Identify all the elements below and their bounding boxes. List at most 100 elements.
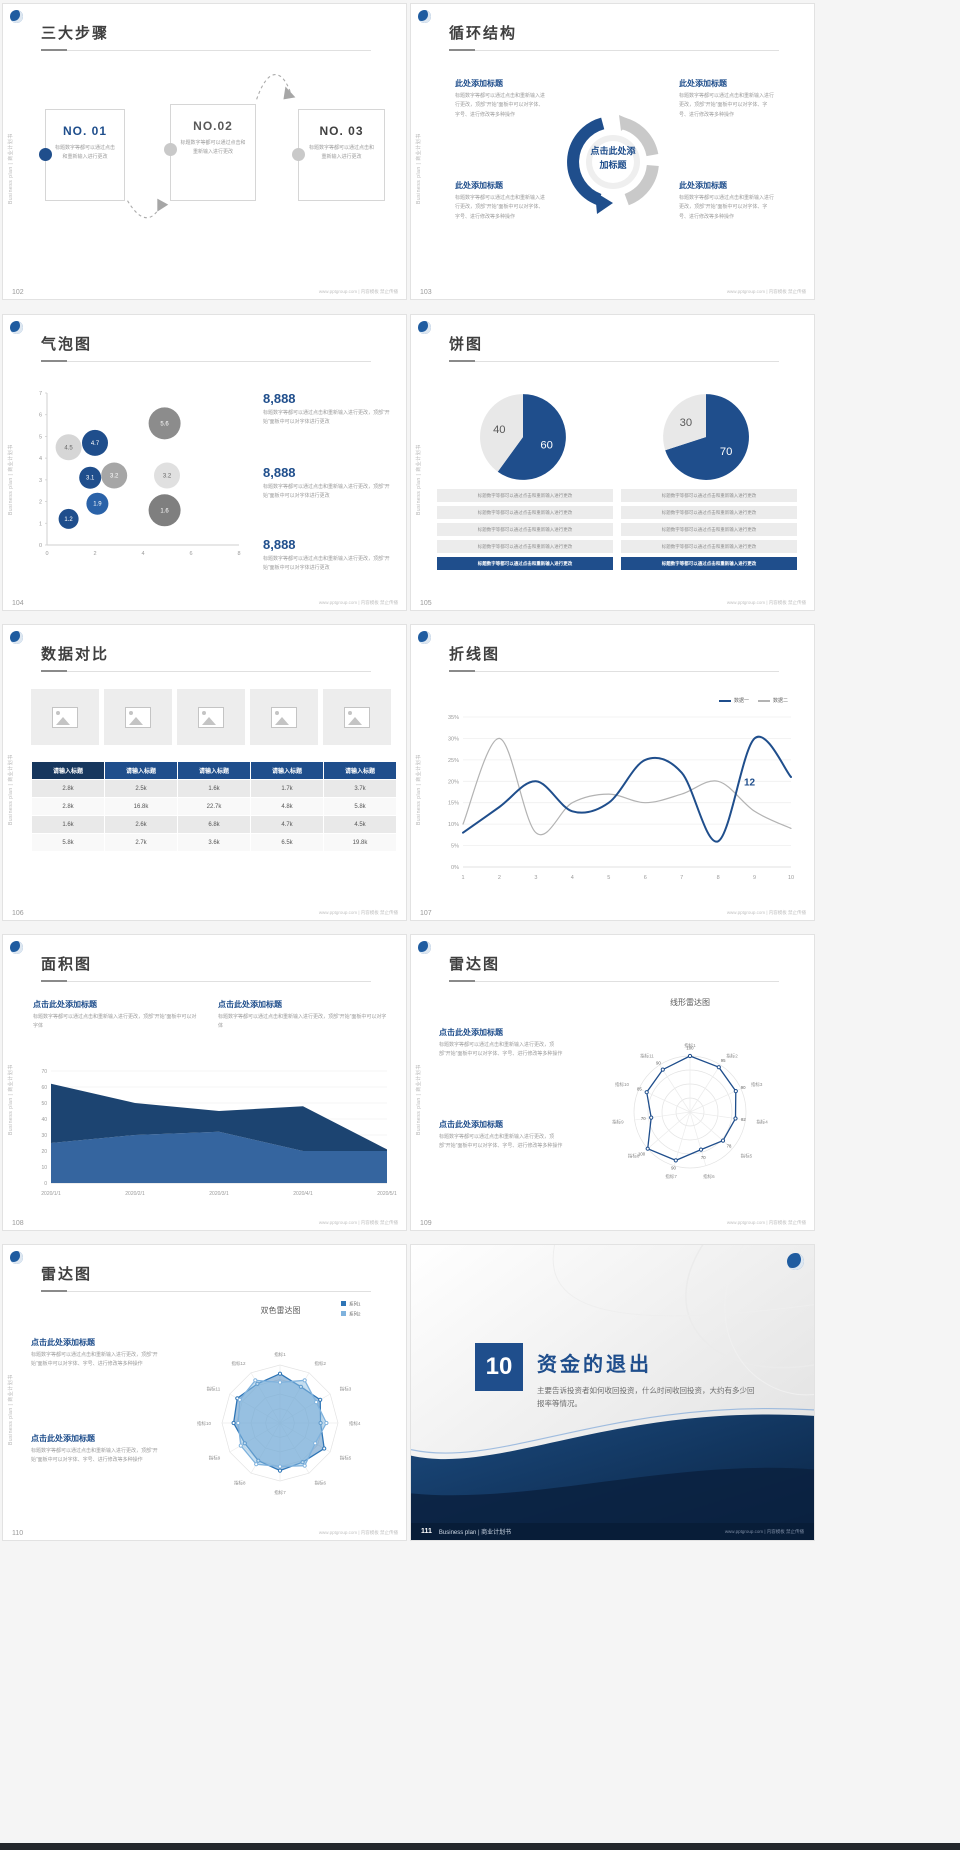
radar-text-block-1: 点击此处添加标题 标题数字等都可以通过点击和重新输入进行更改，顶部“开始”面板中… — [439, 1027, 564, 1060]
table-row: 2.8k 2.5k 1.6k 1.7k 3.7k — [31, 779, 397, 798]
page-bottom-bar — [0, 1843, 960, 1850]
footer-site-label: www.pptgroup.com | 内容模板 禁止传播 — [726, 600, 806, 605]
chart-text: 95 — [721, 1058, 726, 1063]
table-row: 2.8k 16.8k 22.7k 4.8k 5.8k — [31, 797, 397, 816]
image-icon — [344, 706, 370, 728]
chart-text: 5% — [451, 844, 459, 850]
pie-caption-bar: 标题数字等都可以通过点击和重新输入进行更改 — [437, 523, 613, 536]
chart-text: 指标10 — [615, 1081, 630, 1088]
brand-logo-icon — [10, 941, 23, 954]
page-number: 109 — [420, 1220, 432, 1227]
image-placeholder — [31, 689, 99, 745]
radar-marker — [660, 1067, 665, 1072]
block-heading: 此处添加标题 — [679, 181, 727, 190]
radar-marker — [277, 1468, 283, 1473]
title-rule — [41, 49, 371, 51]
chart-text: 指标11 — [640, 1052, 654, 1059]
brand-logo-icon — [787, 1253, 804, 1270]
bubble-point — [82, 429, 108, 456]
bubble-point — [148, 407, 181, 440]
table-cell: 3.6k — [177, 833, 251, 852]
chart-text: 90 — [741, 1085, 746, 1090]
footer-site-label: www.pptgroup.com | 内容模板 禁止传播 — [726, 1220, 806, 1225]
legend-swatch-series1 — [718, 699, 731, 702]
chart-text: 4 — [39, 456, 42, 462]
block-heading: 点击此处添加标题 — [31, 1338, 95, 1347]
radar-marker — [673, 1158, 678, 1163]
step-notch-icon — [292, 148, 305, 161]
stat-block-1: 8,888 标题数字等都可以通过点击和重新输入进行更改，顶部“开始”面板中可以对… — [263, 391, 395, 427]
pie-chart-right: 70 30 — [663, 394, 749, 480]
chart-text: 指标9 — [209, 1454, 221, 1461]
chart-shape — [673, 1111, 691, 1166]
area-text-block-1: 点击此处添加标题 标题数字等都可以通过点击和重新输入进行更改，顶部“开始”面板中… — [33, 999, 198, 1032]
chart-text: 30 — [680, 417, 693, 429]
page-title: 气泡图 — [41, 336, 93, 353]
footer-site-label: www.pptgroup.com | 内容模板 禁止传播 — [726, 289, 806, 294]
chart-text: 指标1 — [274, 1351, 286, 1358]
image-icon — [125, 706, 151, 728]
step-number: NO.02 — [193, 119, 233, 133]
chart-text: 20% — [448, 779, 459, 785]
brand-logo-icon — [418, 10, 431, 23]
page-title: 雷达图 — [449, 956, 501, 973]
chart-shape — [689, 1111, 733, 1149]
step-description: 标题数字等都可以通过点击和重新输入进行更改 — [180, 140, 246, 156]
table-header: 请输入标题 — [31, 761, 105, 780]
chart-text: 2020/3/1 — [209, 1191, 229, 1197]
chart-shape — [659, 1064, 691, 1113]
radar-line-chart: 100 95 90 82 78 70 90 100 70 85 90 指标1 指标2 指标3 指标4 指标5 指… — [612, 1042, 768, 1180]
block-body: 标题数字等都可以通过点击和重新输入进行更改，顶部“开始”面板中可以对字体、字号、… — [31, 1448, 158, 1464]
radar-marker — [644, 1090, 649, 1095]
chart-text: 5 — [607, 875, 610, 881]
title-rule — [41, 980, 371, 982]
radar-marker — [302, 1378, 307, 1383]
page-number: 104 — [12, 600, 24, 607]
table-cell: 16.8k — [104, 797, 178, 816]
image-icon — [198, 706, 224, 728]
block-body: 标题数字等都可以通过点击和重新输入进行更改，顶部“开始”面板中可以对字体、字号、… — [455, 195, 546, 220]
stat-block-3: 8,888 标题数字等都可以通过点击和重新输入进行更改，顶部“开始”面板中可以对… — [263, 537, 395, 573]
chart-text: 70 — [641, 1116, 646, 1121]
chart-text: 8 — [237, 551, 240, 557]
pie-caption-bar: 标题数字等都可以通过点击和重新输入进行更改 — [621, 540, 797, 553]
table-cell: 3.7k — [323, 779, 397, 798]
image-placeholder — [323, 689, 391, 745]
block-body: 标题数字等都可以通过点击和重新输入进行更改，顶部“开始”面板中可以对字体 — [218, 1014, 387, 1030]
vertical-brand-label: Business plan | 商业计划书 — [416, 444, 422, 515]
pie-caption-bar: 标题数字等都可以通过点击和重新输入进行更改 — [621, 523, 797, 536]
legend-item: 系列2 — [341, 1310, 361, 1318]
footer-site-label: www.pptgroup.com | 内容模板 禁止传播 — [318, 910, 398, 915]
step-card-3: NO. 03 标题数字等都可以通过点击和重新输入进行更改 — [292, 109, 385, 201]
chart-text: 20 — [41, 1149, 47, 1155]
step-description: 标题数字等都可以通过点击和重新输入进行更改 — [308, 145, 374, 161]
slide-bubble-chart: Business plan | 商业计划书 气泡图 0 1 2 3 4 5 6 7 0 2 4 6 8 4… — [2, 314, 407, 611]
table-cell: 2.8k — [31, 779, 105, 798]
chart-text: 指标8 — [234, 1480, 246, 1487]
page-number: 106 — [12, 910, 24, 917]
step-card-2: NO.02 标题数字等都可以通过点击和重新输入进行更改 — [164, 104, 256, 201]
brand-logo-icon — [418, 631, 431, 644]
radar-marker — [698, 1147, 704, 1152]
chart-text: 指标3 — [751, 1081, 763, 1088]
title-rule — [41, 670, 371, 672]
block-body: 标题数字等都可以通过点击和重新输入进行更改，顶部“开始”面板中可以对字体、字号、… — [679, 195, 775, 220]
chart-text: 指标9 — [612, 1118, 624, 1125]
chart-text: 4.7 — [91, 441, 100, 447]
chart-text: 1 — [461, 875, 464, 881]
step-notch-icon — [39, 148, 52, 161]
radar-marker — [687, 1053, 693, 1059]
chart-text: 指标12 — [231, 1360, 246, 1367]
radar-marker — [231, 1420, 236, 1426]
block-heading: 此处添加标题 — [455, 79, 503, 88]
chart-shape — [689, 1111, 707, 1166]
area-text-block-2: 点击此处添加标题 标题数字等都可以通过点击和重新输入进行更改，顶部“开始”面板中… — [218, 999, 390, 1032]
chart-text: 85 — [637, 1086, 642, 1091]
chart-text: 3 — [39, 478, 42, 484]
chart-text: 5 — [39, 434, 42, 440]
chart-text: 指标11 — [207, 1385, 221, 1392]
chart-text: 4 — [141, 551, 144, 557]
legend-label: 数据二 — [772, 698, 788, 704]
chart-text: 70 — [720, 446, 733, 458]
title-rule — [449, 360, 779, 362]
